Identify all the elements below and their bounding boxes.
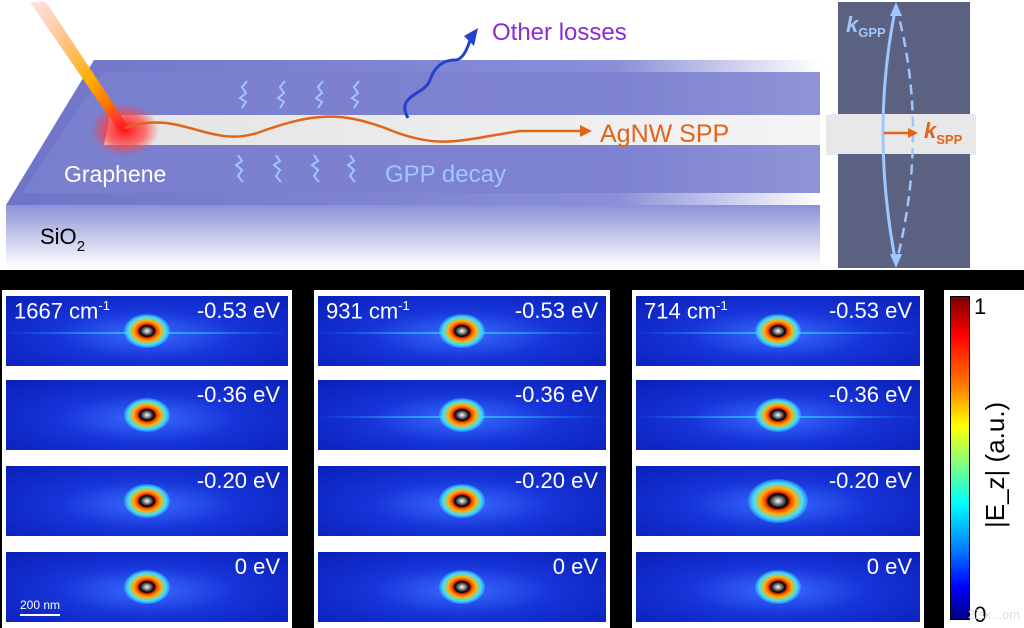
k-gpp-curve [881,5,898,265]
doping-label: -0.36 eV [196,382,280,407]
gpp-decay-squiggles-bottom [234,154,356,183]
frequency-superscript: -1 [716,298,728,313]
agnw-spp-label: AgNW SPP [600,120,729,148]
field-panel: -0.36 eV [318,380,606,450]
doping-label: 0 eV [234,554,280,579]
gpp-decay-label: GPP decay [385,161,506,188]
field-panel: 0 eV 200 nm [6,552,288,622]
device-schematic: Graphene SiO2 Other losses AgNW SPP GPP … [0,0,1024,270]
gpp-decay-squiggles-top [238,80,360,109]
watermark: 3isk...om [967,607,1020,622]
k-spp-subscript: SPP [936,132,962,147]
doping-label: 0 eV [552,554,598,579]
k-gpp-subscript: GPP [858,25,886,40]
colorbar-max-label: 1 [974,294,987,319]
column-714: 714 cm-1 -0.53 eV -0.36 eV -0.20 eV 0 eV [632,290,924,628]
field-map-grid: 1667 cm-1 -0.53 eV -0.36 eV -0.20 eV 0 e… [0,290,1024,628]
doping-label: -0.20 eV [828,468,912,493]
colorbar: 1 |E_z| (a.u.) 0 [944,290,1024,628]
field-panel: -0.36 eV [6,380,288,450]
field-panel: -0.36 eV [636,380,920,450]
colorbar-min-label: 0 [974,602,987,627]
doping-label: -0.53 eV [196,298,280,323]
colorbar-title: |E_z| (a.u.) [980,401,1010,529]
frequency-label: 714 cm [644,298,717,324]
frequency-superscript: -1 [98,298,110,313]
svg-text:SiO2: SiO2 [40,224,85,255]
field-panel: -0.20 eV [6,466,288,536]
graphene-label: Graphene [64,161,166,187]
field-panel: 1667 cm-1 -0.53 eV [6,296,288,366]
column-1667: 1667 cm-1 -0.53 eV -0.36 eV -0.20 eV 0 e… [2,290,292,628]
doping-label: -0.36 eV [828,382,912,407]
frequency-label: 931 cm [326,298,399,324]
column-931: 931 cm-1 -0.53 eV -0.36 eV -0.20 eV 0 eV [314,290,610,628]
doping-label: -0.53 eV [828,298,912,323]
frequency-label: 1667 cm [14,298,99,324]
silver-nanowire [104,115,820,145]
field-panel: 714 cm-1 -0.53 eV [636,296,920,366]
substrate-side [6,205,820,267]
field-panel: -0.20 eV [636,466,920,536]
svg-text:kGPP: kGPP [846,12,886,40]
laser-beam [30,2,128,130]
doping-label: 0 eV [866,554,912,579]
doping-label: -0.36 eV [514,382,598,407]
field-panel: 0 eV [636,552,920,622]
scale-bar: 200 nm [20,598,60,616]
sio2-label: SiO [40,224,77,249]
field-panel: -0.20 eV [318,466,606,536]
excitation-spot [91,104,159,156]
sio2-subscript: 2 [77,238,85,255]
doping-label: -0.53 eV [514,298,598,323]
doping-label: -0.20 eV [196,468,280,493]
other-losses-arrow [403,39,472,119]
other-losses-label: Other losses [492,19,627,46]
doping-label: -0.20 eV [514,468,598,493]
k-gpp-label: k [846,12,860,37]
colorbar-gradient [950,296,970,620]
k-spp-label: k [924,118,938,143]
field-panel: 931 cm-1 -0.53 eV [318,296,606,366]
frequency-superscript: -1 [398,298,410,313]
spp-wave [124,115,585,143]
field-panel: 0 eV [318,552,606,622]
scale-bar-label: 200 nm [20,598,61,612]
svg-text:kSPP: kSPP [924,118,963,147]
schematic-svg: Graphene SiO2 Other losses AgNW SPP GPP … [0,0,1024,270]
